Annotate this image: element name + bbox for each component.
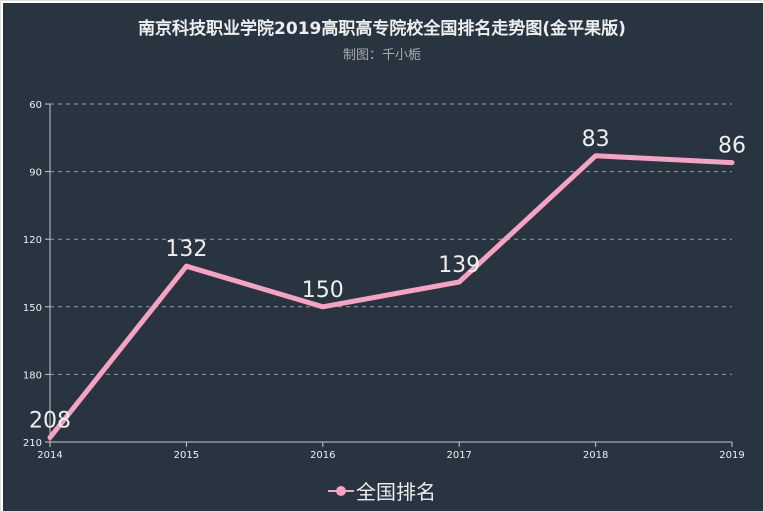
data-point: [184, 264, 189, 269]
y-tick-label: 60: [29, 100, 42, 111]
data-point: [457, 280, 462, 285]
chart-title: 南京科技职业学院2019高职高专院校全国排名走势图(金平果版): [138, 19, 626, 39]
x-tick-label: 2015: [174, 450, 199, 461]
legend[interactable]: 全国排名: [0, 476, 764, 505]
data-point: [320, 304, 325, 309]
data-point: [593, 153, 598, 158]
y-tick-label: 90: [29, 168, 42, 179]
data-label: 150: [302, 278, 344, 303]
data-label: 208: [29, 408, 71, 433]
x-tick-label: 2017: [446, 450, 471, 461]
chart-subtitle: 制图：千小栀: [342, 48, 421, 63]
x-tick-label: 2019: [719, 450, 744, 461]
data-label: 83: [582, 127, 610, 152]
data-point: [48, 435, 52, 440]
data-label: 86: [718, 134, 746, 159]
x-tick-label: 2014: [37, 450, 62, 461]
y-tick-label: 150: [23, 303, 42, 314]
chart-background: [3, 3, 763, 511]
line-with-dot-icon: [328, 485, 354, 497]
data-label: 139: [438, 253, 480, 278]
x-tick-label: 2018: [583, 450, 608, 461]
y-tick-label: 180: [23, 370, 42, 381]
data-label: 132: [165, 237, 207, 262]
legend-label: 全国排名: [356, 480, 436, 504]
series-line: [47, 153, 735, 440]
y-tick-label: 210: [23, 438, 42, 449]
x-tick-label: 2016: [310, 450, 335, 461]
y-tick-label: 120: [23, 235, 42, 246]
data-point: [730, 160, 734, 165]
